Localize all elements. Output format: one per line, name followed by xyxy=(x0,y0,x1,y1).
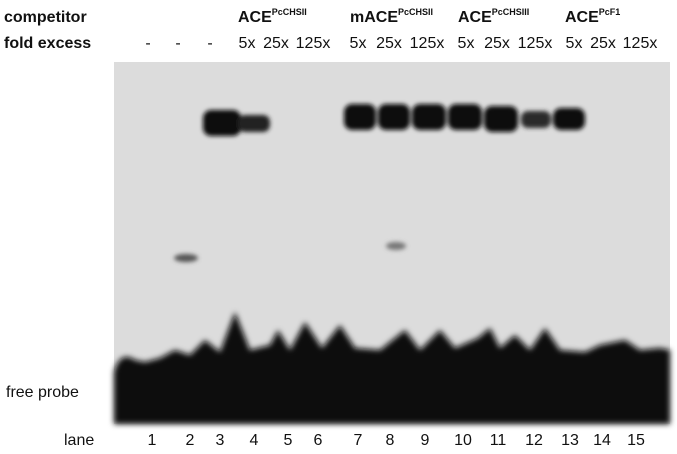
competitor-superscript: PcCHSII xyxy=(272,7,307,17)
fold-excess: 5x xyxy=(566,35,583,52)
fold-excess: 5x xyxy=(350,35,367,52)
lane-number: 3 xyxy=(216,432,225,449)
lane-number: 1 xyxy=(148,432,157,449)
lane-number: 9 xyxy=(421,432,430,449)
lane-number: 12 xyxy=(525,432,543,449)
competitor-base: ACE xyxy=(458,9,492,26)
competitor-base: ACE xyxy=(565,9,599,26)
row-label: fold excess xyxy=(4,35,91,52)
row-label: competitor xyxy=(4,9,87,26)
competitor-superscript: PcF1 xyxy=(599,7,621,17)
lane-label: lane xyxy=(64,432,94,449)
fold-excess: 5x xyxy=(458,35,475,52)
fold-excess: 25x xyxy=(376,35,402,52)
free-probe-label: free probe xyxy=(6,384,79,401)
lane-number: 10 xyxy=(454,432,472,449)
fold-excess: 5x xyxy=(239,35,256,52)
competitor-name: ACEPcF1 xyxy=(565,7,620,26)
competitor-base: mACE xyxy=(350,9,398,26)
fold-excess: 25x xyxy=(590,35,616,52)
lane-number: 5 xyxy=(284,432,293,449)
competitor-name: ACEPcCHSII xyxy=(238,7,307,26)
fold-excess: 125x xyxy=(623,35,658,52)
fold-excess: 125x xyxy=(410,35,445,52)
fold-excess: 25x xyxy=(263,35,289,52)
no-competitor-mark: - xyxy=(207,35,212,52)
competitor-base: ACE xyxy=(238,9,272,26)
fold-excess: 125x xyxy=(518,35,553,52)
no-competitor-mark: - xyxy=(175,35,180,52)
no-competitor-mark: - xyxy=(145,35,150,52)
competitor-superscript: PcCHSIII xyxy=(492,7,530,17)
lane-number: 6 xyxy=(314,432,323,449)
lane-number: 11 xyxy=(490,432,507,449)
lane-number: 13 xyxy=(561,432,579,449)
free-probe-band xyxy=(114,312,670,424)
lane-number: 15 xyxy=(627,432,645,449)
fold-excess: 125x xyxy=(296,35,331,52)
competitor-superscript: PcCHSII xyxy=(398,7,433,17)
shifted-bands xyxy=(174,104,585,262)
lane-number: 4 xyxy=(250,432,259,449)
competitor-name: mACEPcCHSII xyxy=(350,7,433,26)
lane-number: 14 xyxy=(593,432,611,449)
competitor-name: ACEPcCHSIII xyxy=(458,7,529,26)
gel xyxy=(114,62,670,424)
lane-number: 7 xyxy=(354,432,363,449)
lane-number: 2 xyxy=(186,432,195,449)
lane-number: 8 xyxy=(386,432,395,449)
fold-excess: 25x xyxy=(484,35,510,52)
